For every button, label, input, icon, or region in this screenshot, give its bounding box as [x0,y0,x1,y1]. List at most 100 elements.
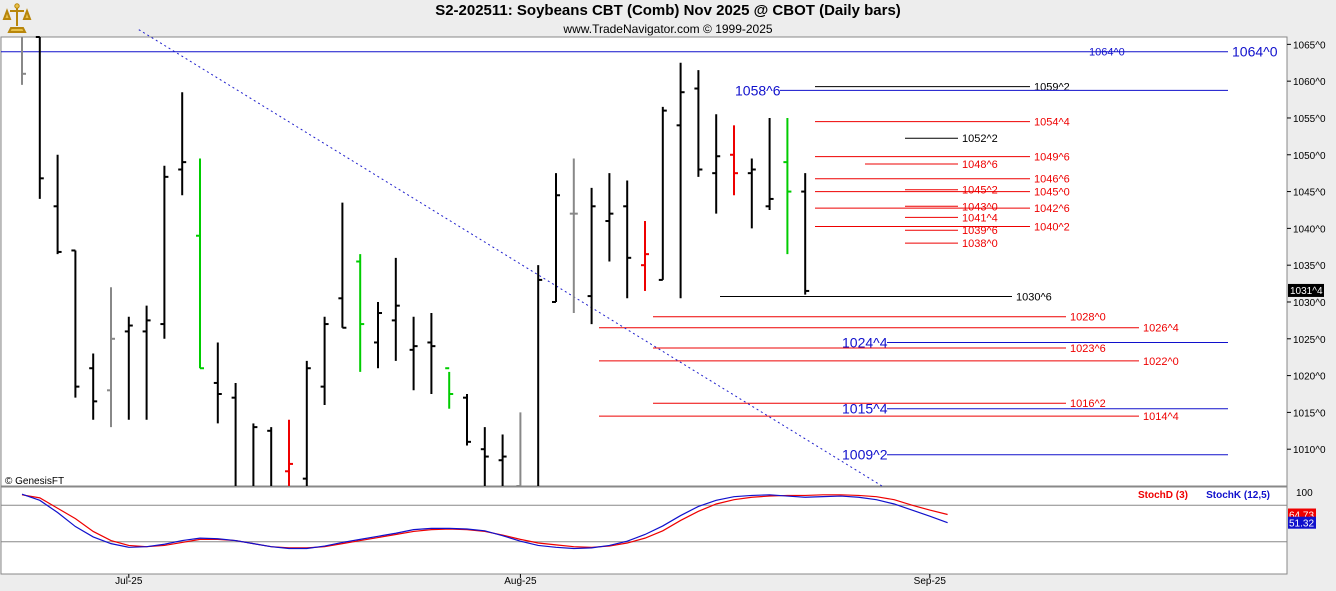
watermark: © GenesisFT [5,476,64,487]
level-label: 1041^4 [962,212,998,224]
ohlc-bar [552,173,560,303]
ohlc-bar [21,37,26,85]
ohlc-bar [537,265,543,486]
chart-title: S2-202511: Soybeans CBT (Comb) Nov 2025 … [435,2,901,19]
ohlc-bar [142,305,151,420]
stoch-series-line [21,493,948,550]
ohlc-bar [302,360,311,486]
ohlc-bar [338,202,347,329]
ohlc-bar [267,427,273,486]
ohlc-bar [320,316,329,406]
y-tick-label: 1060^0 [1293,77,1326,88]
ohlc-bar [71,249,80,398]
y-tick-label: 1020^0 [1293,372,1326,383]
ohlc-bar [605,173,614,262]
y-tick-label: 1040^0 [1293,224,1326,235]
level-label: 1045^2 [962,185,998,197]
y-tick-label: 1035^0 [1293,261,1326,272]
ohlc-bar [445,367,454,409]
level-label: 1048^6 [962,159,998,171]
ohlc-bar [124,316,133,420]
ohlc-bar [801,173,810,295]
level-label: 1039^6 [962,225,998,237]
ohlc-bar [641,221,649,291]
level-label: 1016^2 [1070,398,1106,410]
ohlc-bar [178,92,187,196]
x-tick-label: Sep-25 [914,576,947,587]
y-tick-label: 1065^0 [1293,40,1326,51]
stoch-k-legend: StochK (12,5) [1206,490,1270,501]
ohlc-bar [712,114,721,214]
ohlc-bar [694,70,703,177]
level-label: 1009^2 [842,447,888,463]
stoch-d-value: 64.73 [1289,511,1314,522]
x-tick-label: Aug-25 [504,576,537,587]
level-label: 1024^4 [842,334,888,350]
level-label: 1058^6 [735,82,781,98]
level-label: 1042^6 [1034,203,1070,215]
y-tick-label: 1015^0 [1293,408,1326,419]
level-label: 1014^4 [1143,411,1179,423]
ohlc-bar [783,117,792,255]
ohlc-bar [516,412,522,487]
ohlc-bar [160,165,169,339]
ohlc-bar [463,393,471,446]
ohlc-bar [213,342,222,424]
y-tick-label: 1050^0 [1293,151,1326,162]
ohlc-bar [676,62,685,299]
x-axis: Jul-25 Aug-25 Sep-25 [115,574,946,587]
stoch-y-tick-label: 100 [1296,488,1313,499]
ohlc-bar [747,158,756,229]
y-tick-label: 1030^0 [1293,298,1326,309]
ohlc-bar [374,301,382,369]
ohlc-bar [391,257,400,361]
level-label: 1049^6 [1034,152,1070,164]
level-label: 1052^2 [962,133,998,145]
ohlc-bar [480,427,489,486]
ohlc-bar [285,419,293,486]
level-label: 1030^6 [1016,291,1052,303]
last-price-label: 1031^4 [1290,286,1323,297]
level-label: 1028^0 [1070,312,1106,324]
level-label: 1059^2 [1034,82,1070,94]
ohlc-bar [409,316,418,391]
stoch-plot-area[interactable] [0,486,1288,575]
price-bars: 1031^4 [21,36,1324,487]
level-label: 1045^0 [1034,187,1070,199]
stoch-k-value: 51.32 [1289,519,1314,530]
y-tick-label: 1055^0 [1293,114,1326,125]
y-tick-label: 1025^0 [1293,335,1326,346]
level-label: 1023^6 [1070,343,1106,355]
level-label: 1040^2 [1034,222,1070,234]
y-tick-label: 1045^0 [1293,188,1326,199]
ohlc-bar [356,254,365,372]
level-label: 1043^0 [962,201,998,213]
ohlc-bar [587,187,596,325]
trendline [138,29,883,487]
trendline-segment [138,29,883,487]
stoch-k-value-tag [1288,516,1316,529]
level-label: 1022^0 [1143,356,1179,368]
stoch-d-legend: StochD (3) [1138,490,1188,501]
ohlc-bar [231,382,237,486]
ohlc-bar [427,313,436,394]
ohlc-bar [53,154,62,255]
logo-icon [2,3,32,33]
ohlc-bar [196,158,204,370]
ohlc-bar [89,353,98,420]
level-lines: 1064^0 1064^0 1059^2 1058^6 1054^4 1052^2 1049… [1,44,1278,463]
ohlc-bar [730,125,738,196]
ohlc-bar [35,36,44,199]
y-tick-label: 1010^0 [1293,445,1326,456]
price-axis: 1065^0 1060^0 1055^0 1050^0 1045^0 1040^0 1035… [1287,40,1326,456]
last-price-tag [1288,283,1324,297]
level-label: 1064^0 [1232,44,1278,60]
level-label: 1038^0 [962,238,998,250]
level-label: 1026^4 [1143,323,1179,335]
ohlc-bar [623,180,632,299]
level-label: 1064^0 [1089,47,1125,59]
x-tick-label: Jul-25 [115,576,143,587]
chart-subtitle: www.TradeNavigator.com © 1999-2025 [563,22,773,36]
